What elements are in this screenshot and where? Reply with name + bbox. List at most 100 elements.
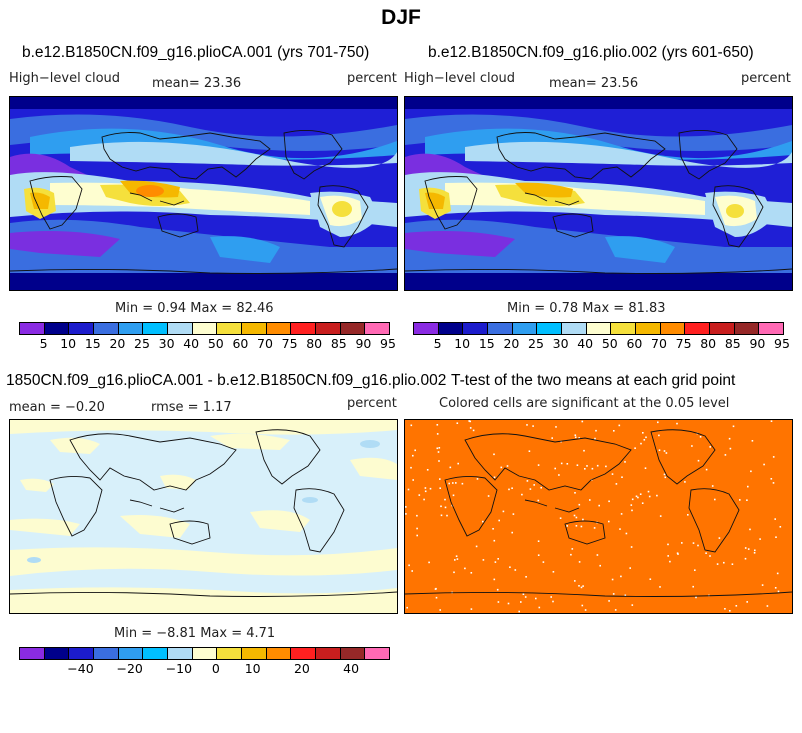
nonsignificant-cell [751, 440, 754, 442]
colorbar-tick-label: −10 [165, 661, 193, 676]
colorbar-tick-label: 80 [700, 336, 717, 351]
colorbar-swatch [69, 648, 95, 659]
colorbar-swatch [340, 323, 366, 334]
nonsignificant-cell [558, 474, 560, 476]
nonsignificant-cell [608, 600, 610, 602]
nonsignificant-cell [687, 514, 689, 516]
colorbar-tick-label: 10 [60, 336, 77, 351]
colorbar-swatch [463, 323, 489, 334]
nonsignificant-cell [642, 432, 644, 434]
nonsignificant-cell [663, 450, 666, 452]
colorbar-swatch [94, 648, 119, 659]
colorbar-swatch [168, 648, 193, 659]
colorbar-swatch [192, 648, 218, 659]
nonsignificant-cell [552, 571, 555, 573]
nonsignificant-cell [640, 442, 642, 445]
nonsignificant-cell [599, 564, 601, 567]
nonsignificant-cell [436, 433, 439, 435]
nonsignificant-cell [596, 464, 599, 467]
nonsignificant-cell [620, 513, 623, 515]
nonsignificant-cell [697, 544, 699, 547]
nonsignificant-cell [611, 473, 614, 475]
nonsignificant-cell [631, 498, 634, 501]
nonsignificant-cell [476, 478, 479, 480]
nonsignificant-cell [571, 548, 574, 550]
colorbar-tick-label: 15 [84, 336, 101, 351]
nonsignificant-cell [416, 534, 418, 537]
nonsignificant-cell [624, 594, 627, 597]
nonsignificant-cell [440, 505, 442, 508]
nonsignificant-cell [596, 554, 599, 556]
colorbar-tick-label: 90 [355, 336, 372, 351]
nonsignificant-cell [779, 526, 782, 528]
colorbar-tick-label: 85 [330, 336, 347, 351]
colorbar-tick-label: 60 [626, 336, 643, 351]
nonsignificant-cell [439, 609, 441, 611]
nonsignificant-cell [669, 560, 671, 563]
colorbar-tick-label: 70 [651, 336, 667, 351]
nonsignificant-cell [763, 463, 765, 466]
nonsignificant-cell [621, 476, 623, 478]
colorbar-tick-label: 20 [109, 336, 126, 351]
nonsignificant-cell [468, 420, 470, 422]
nonsignificant-cell [631, 604, 634, 606]
nonsignificant-cell [618, 424, 621, 427]
colorbar-swatch [537, 323, 563, 334]
nonsignificant-cell [537, 554, 540, 556]
nonsignificant-cell [594, 437, 596, 440]
nonsignificant-cell [514, 569, 517, 571]
nonsignificant-cell [426, 469, 429, 471]
colorbar-tick-label: 15 [478, 336, 495, 351]
panel-title-top-right: b.e12.B1850CN.f09_g16.plio.002 (yrs 601-… [428, 44, 754, 61]
nonsignificant-cell [645, 436, 647, 439]
nonsignificant-cell [414, 449, 416, 452]
colorbar-tick-label: −40 [67, 661, 94, 676]
nonsignificant-cell [658, 449, 661, 451]
nonsignificant-cell [537, 499, 540, 502]
nonsignificant-cell [493, 578, 496, 581]
nonsignificant-cell [676, 422, 678, 425]
season-title: DJF [381, 6, 421, 29]
nonsignificant-cell [506, 465, 509, 467]
mean-label-top-right: mean= 23.56 [549, 76, 639, 91]
colorbar-swatch [168, 323, 193, 334]
nonsignificant-cell [667, 555, 669, 557]
nonsignificant-cell [761, 584, 764, 586]
colorbar-swatch [143, 648, 169, 659]
colorbar-swatch [611, 323, 637, 334]
nonsignificant-cell [482, 520, 484, 523]
nonsignificant-cell [446, 514, 448, 517]
nonsignificant-cell [470, 572, 473, 574]
nonsignificant-cell [637, 496, 639, 499]
nonsignificant-cell [753, 552, 756, 554]
nonsignificant-cell [537, 464, 540, 466]
nonsignificant-cell [582, 518, 584, 521]
nonsignificant-cell [405, 506, 407, 508]
nonsignificant-cell [511, 531, 513, 534]
nonsignificant-cell [535, 597, 537, 600]
nonsignificant-cell [497, 601, 500, 603]
nonsignificant-cell [711, 485, 714, 487]
nonsignificant-cell [436, 447, 439, 450]
nonsignificant-cell [746, 499, 748, 501]
nonsignificant-cell [448, 482, 450, 485]
colorbar-swatch [512, 323, 538, 334]
colorbar-tick-label: 25 [528, 336, 544, 351]
colorbar-tick-label: 0 [211, 661, 220, 676]
nonsignificant-cell [518, 610, 520, 613]
nonsignificant-cell [438, 447, 441, 449]
nonsignificant-cell [659, 515, 662, 517]
nonsignificant-cell [578, 561, 581, 563]
nonsignificant-cell [407, 488, 410, 491]
nonsignificant-cell [575, 525, 578, 527]
nonsignificant-cell [641, 502, 644, 504]
colorbar-swatch [316, 323, 341, 334]
colorbar-top-right [413, 322, 784, 335]
colorbar-swatch [266, 648, 292, 659]
nonsignificant-cell [578, 437, 580, 439]
nonsignificant-cell [709, 555, 711, 557]
nonsignificant-cell [582, 585, 584, 587]
nonsignificant-cell [528, 450, 531, 452]
nonsignificant-cell [512, 513, 515, 515]
nonsignificant-cell [774, 587, 777, 589]
